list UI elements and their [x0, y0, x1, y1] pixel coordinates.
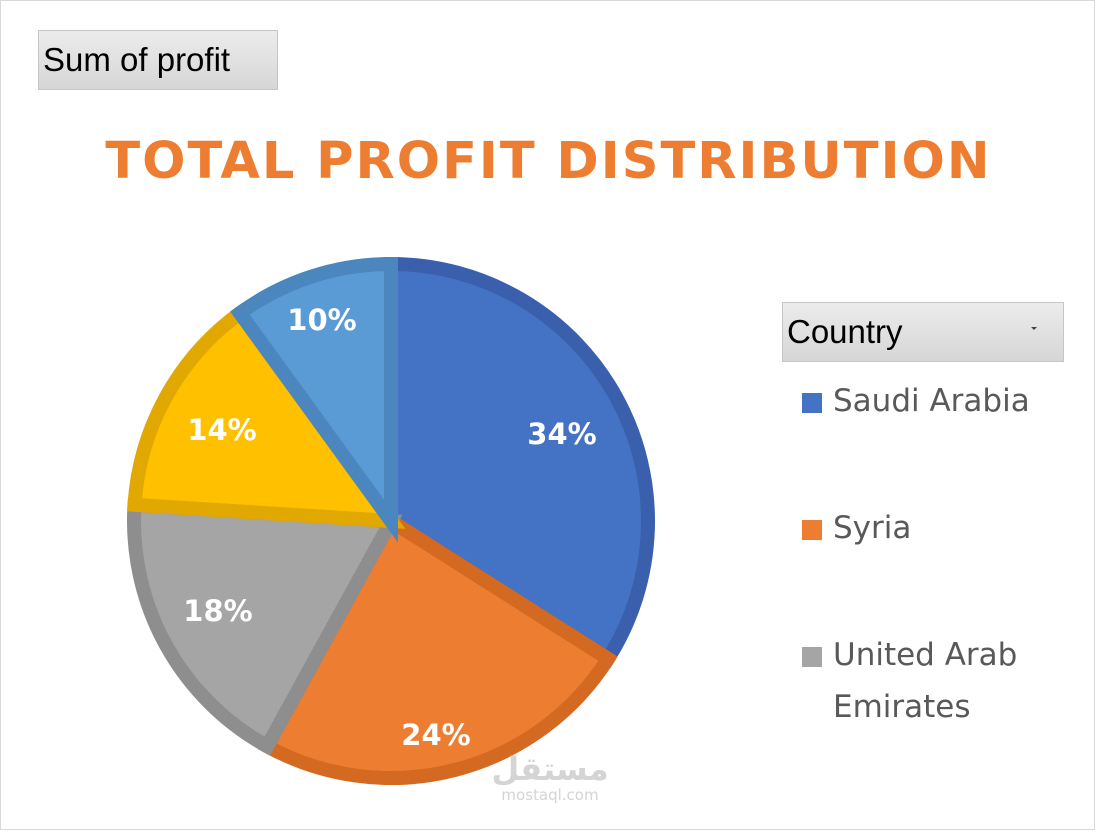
pie-slice-5[interactable] — [230, 256, 398, 543]
legend-swatch-united-arab-emirates — [802, 647, 822, 667]
data-label-2: 24% — [401, 718, 470, 752]
watermark-latin: mostaql.com — [501, 786, 599, 804]
legend-swatch-saudi-arabia — [802, 393, 822, 413]
data-label-3: 18% — [183, 594, 252, 628]
legend-label: Syria — [833, 510, 912, 546]
legend-item-saudi-arabia[interactable]: Saudi Arabia — [802, 375, 1082, 427]
mostaql-watermark: مستقل mostaql.com — [480, 752, 620, 804]
chart-title: TOTAL PROFIT DISTRIBUTION — [105, 132, 992, 191]
watermark-arabic: مستقل — [491, 750, 609, 788]
legend-label: Saudi Arabia — [833, 383, 1030, 419]
country-filter-button[interactable]: Country — [782, 302, 1064, 362]
pie-slice-3[interactable] — [127, 497, 403, 756]
legend-title: Country — [787, 313, 903, 350]
sum-of-profit-field-button[interactable]: Sum of profit — [38, 30, 278, 90]
data-label-1: 34% — [527, 417, 596, 451]
legend-item-syria[interactable]: Syria — [802, 502, 1082, 554]
data-label-5: 10% — [287, 303, 356, 337]
pie-slice-4[interactable] — [127, 303, 406, 529]
legend-label: United Arab Emirates — [833, 637, 1018, 725]
data-label-4: 14% — [187, 413, 256, 447]
pie-slice-2[interactable] — [257, 511, 618, 785]
legend-item-united-arab-emirates[interactable]: United Arab Emirates — [802, 629, 1082, 733]
legend-swatch-syria — [802, 520, 822, 540]
dropdown-arrow-icon[interactable] — [1031, 327, 1037, 330]
